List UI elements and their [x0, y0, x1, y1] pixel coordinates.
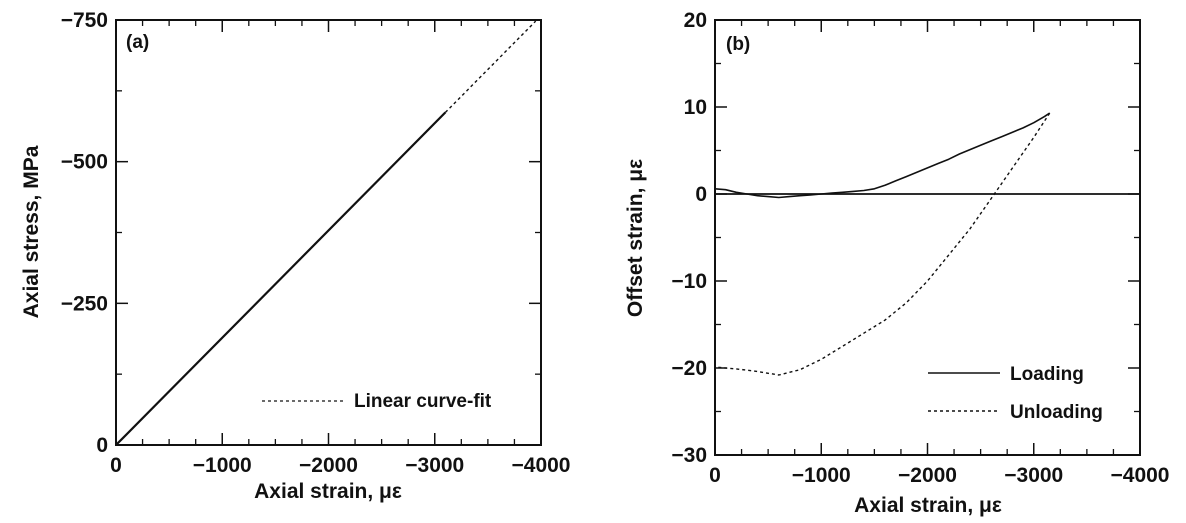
chart-a-y-axis-label: Axial stress, MPa — [20, 145, 43, 318]
series-line-unloading — [715, 112, 1051, 376]
y-tick-label: −10 — [671, 270, 707, 293]
chart-b-legend: Loading Unloading — [928, 364, 1103, 423]
y-tick-label: −30 — [671, 444, 707, 467]
chart-b-ticks — [714, 19, 1141, 456]
y-tick-label: −750 — [61, 9, 108, 32]
chart-a-ticks — [115, 19, 542, 446]
x-tick-label: −2000 — [299, 454, 358, 477]
chart-b-y-axis-label: Offset strain, με — [624, 159, 647, 317]
legend-label-linear-fit: Linear curve-fit — [354, 391, 492, 412]
chart-a-panel-label: (a) — [126, 32, 149, 53]
y-tick-label: −20 — [671, 357, 707, 380]
y-tick-label: 10 — [684, 96, 707, 119]
chart-b-panel-label: (b) — [726, 34, 750, 55]
y-tick-label: 20 — [684, 9, 707, 32]
x-tick-label: 0 — [110, 454, 122, 477]
chart-a: 0 −1000 −2000 −3000 −4000 0 −250 −500 −750 (a) A… — [20, 9, 570, 503]
chart-b-tick-labels: 0 −1000 −2000 −3000 −4000 20 10 0 −10 −20 −30 — [671, 9, 1169, 487]
chart-a-legend: Linear curve-fit — [262, 391, 492, 412]
y-tick-label: −500 — [61, 151, 108, 174]
x-tick-label: −1000 — [193, 454, 252, 477]
chart-b-x-axis-label: Axial strain, με — [854, 494, 1002, 517]
chart-b-series — [715, 112, 1051, 376]
y-tick-label: 0 — [695, 183, 707, 206]
x-tick-label: 0 — [709, 464, 721, 487]
chart-a-tick-labels: 0 −1000 −2000 −3000 −4000 0 −250 −500 −750 — [61, 9, 571, 477]
legend-label-unloading: Unloading — [1010, 402, 1103, 423]
x-tick-label: −3000 — [405, 454, 464, 477]
chart-a-series — [116, 20, 537, 445]
x-tick-label: −2000 — [898, 464, 957, 487]
series-line-loading — [715, 112, 1051, 199]
x-tick-label: −3000 — [1004, 464, 1063, 487]
x-tick-label: −4000 — [1111, 464, 1170, 487]
y-tick-label: −250 — [61, 292, 108, 315]
legend-label-loading: Loading — [1010, 364, 1084, 385]
chart-b-frame — [714, 19, 1141, 456]
chart-a-x-axis-label: Axial strain, με — [254, 480, 402, 503]
y-tick-label: 0 — [96, 434, 108, 457]
series-line-measured — [116, 111, 447, 445]
x-tick-label: −1000 — [792, 464, 851, 487]
series-line-linear-curve-fit — [444, 20, 537, 113]
x-tick-label: −4000 — [512, 454, 571, 477]
